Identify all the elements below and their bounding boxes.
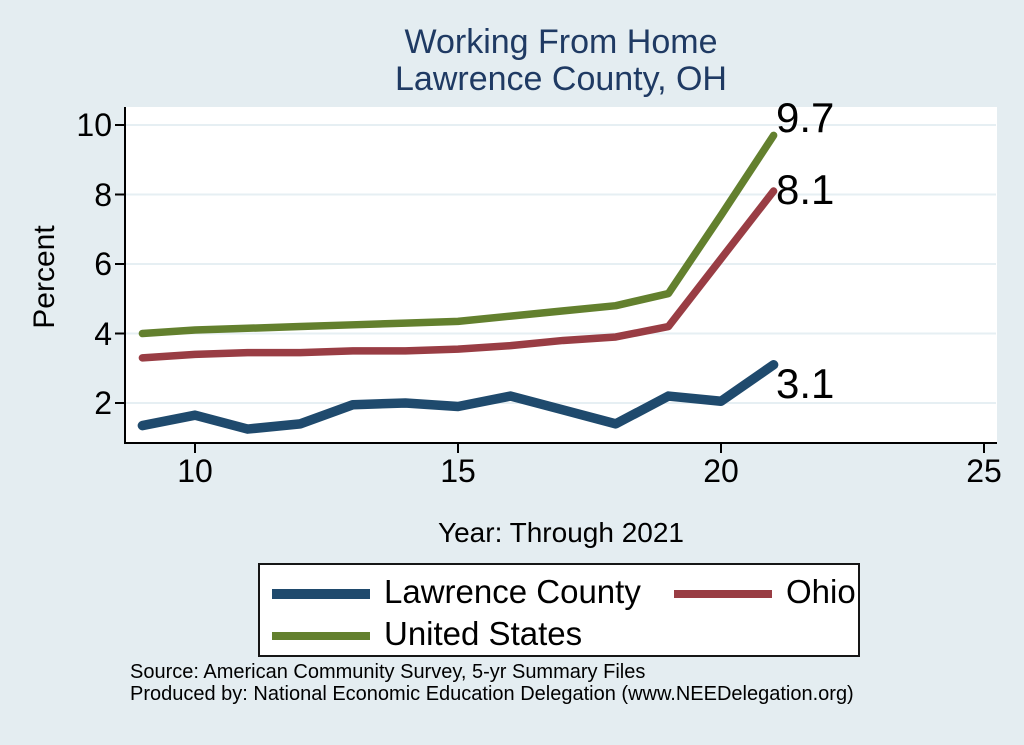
source-note: Source: American Community Survey, 5-yr … [130,661,854,705]
chart-title-line1: Working From Home [404,23,718,61]
source-line1: Source: American Community Survey, 5-yr … [130,661,646,683]
x-axis-title: Year: Through 2021 [438,517,684,548]
legend: Lawrence County Ohio United States [258,563,860,657]
series-line-lawrence-county [137,360,779,434]
legend-label-lawrence-county: Lawrence County [384,573,641,610]
y-tick-label-6: 6 [94,246,112,282]
series-line-ohio [138,187,778,362]
data-label-ohio: 8.1 [776,166,835,214]
legend-swatch-lawrence-county [272,589,370,599]
x-tick-label-10: 10 [177,453,213,489]
series-line-united-states [138,131,778,338]
data-label-lawrence-county: 3.1 [776,359,835,407]
legend-label-ohio: Ohio [786,573,856,610]
legend-swatch-ohio [674,590,772,598]
y-tick-label-4: 4 [94,315,112,352]
chart-title: Working From Home Lawrence County, OH [129,24,993,98]
data-label-united-states: 9.7 [776,94,835,142]
y-tick-label-8: 8 [94,176,112,213]
legend-label-united-states: United States [384,615,583,652]
source-line2: Produced by: National Economic Education… [130,683,854,705]
x-tick-label-15: 15 [440,453,476,489]
plot-background [125,107,997,443]
legend-swatch-united-states [272,632,370,640]
x-tick-label-25: 25 [966,453,1002,489]
chart-title-line2: Lawrence County, OH [395,60,727,98]
x-tick-label-20: 20 [703,453,739,489]
y-tick-label-2: 2 [94,385,112,421]
y-tick-label-10: 10 [76,107,112,143]
